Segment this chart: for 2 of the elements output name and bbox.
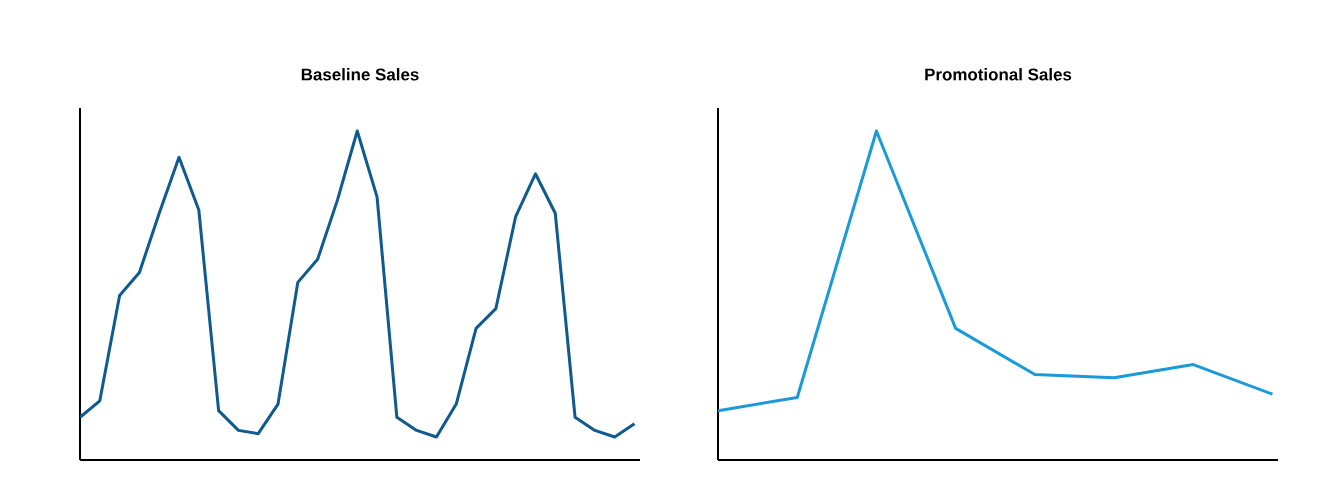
chart-title: Promotional Sales (925, 68, 1072, 81)
chart-title: Baseline Sales (301, 68, 419, 81)
